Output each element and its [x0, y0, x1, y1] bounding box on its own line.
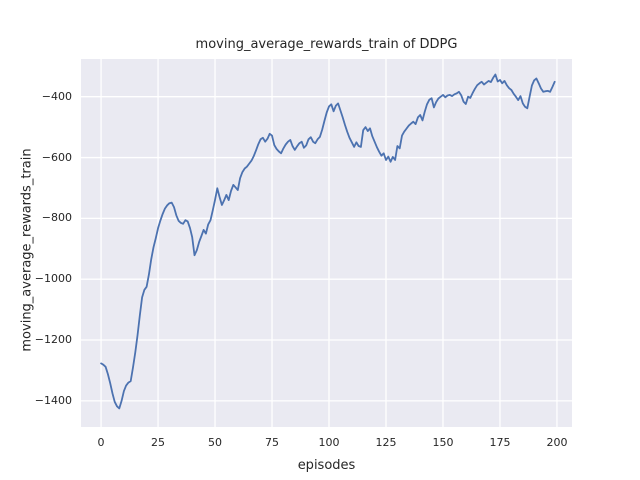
x-axis-label: episodes	[297, 458, 356, 473]
x-tick-label: 0	[97, 436, 105, 449]
x-tick-label: 25	[151, 436, 165, 449]
y-tick-label: −1000	[34, 272, 72, 285]
x-tick-label: 150	[432, 436, 454, 449]
x-tick-label: 75	[265, 436, 279, 449]
x-tick-label: 200	[546, 436, 568, 449]
chart-title: moving_average_rewards_train of DDPG	[195, 37, 458, 52]
y-tick-label: −1400	[34, 394, 72, 407]
axes-background	[81, 59, 572, 427]
y-tick-label: −600	[41, 151, 72, 164]
x-tick-label: 175	[489, 436, 511, 449]
y-tick-label: −800	[41, 211, 72, 224]
reward-line	[100, 73, 556, 410]
x-tick-label: 125	[375, 436, 397, 449]
x-tick-label: 100	[318, 436, 340, 449]
y-tick-label: −1200	[34, 333, 72, 346]
y-axis-label: moving_average_rewards_train	[19, 148, 35, 352]
x-tick-label: 50	[208, 436, 222, 449]
y-tick-label: −400	[41, 90, 72, 103]
